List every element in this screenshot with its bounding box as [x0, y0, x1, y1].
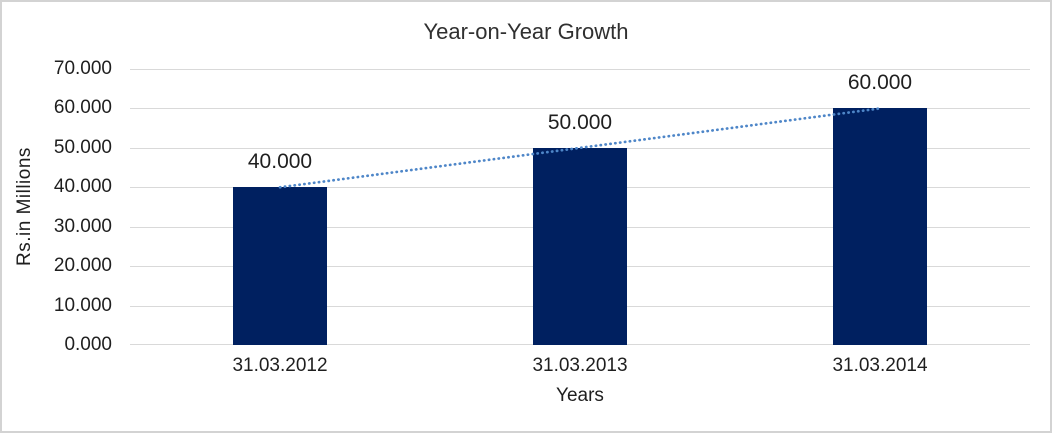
plot-area: 40.000 50.000 60.000 [130, 69, 1030, 345]
bar-slot: 60.000 [730, 69, 1030, 345]
y-tick-label: 50.000 [53, 136, 112, 158]
x-axis-title: Years [556, 385, 604, 406]
y-tick-label: 30.000 [53, 215, 112, 237]
bar-value-label: 50.000 [547, 110, 613, 134]
x-tick-label: 31.03.2014 [832, 355, 928, 376]
y-tick-label: 40.000 [53, 176, 112, 198]
bar-value-label: 40.000 [247, 150, 313, 174]
x-tick-label: 31.03.2012 [232, 355, 328, 376]
y-tick-label: 10.000 [53, 294, 112, 316]
bar-slot: 50.000 [430, 69, 730, 345]
y-tick-label: 20.000 [53, 255, 112, 277]
y-axis: 70.000 60.000 50.000 40.000 30.000 20.00… [2, 58, 112, 355]
y-tick-label: 60.000 [53, 97, 112, 119]
x-tick-label: 31.03.2013 [532, 355, 628, 376]
bar [533, 147, 627, 345]
x-axis: 31.03.2012 31.03.2013 31.03.2014 [130, 355, 1030, 379]
y-tick-label: 0.000 [64, 334, 112, 355]
chart-title: Year-on-Year Growth [423, 19, 629, 44]
y-tick-label: 70.000 [53, 58, 112, 79]
bar-value-label: 60.000 [847, 71, 913, 95]
bar [833, 108, 927, 345]
bar [233, 187, 327, 345]
bar-slot: 40.000 [130, 69, 430, 345]
gridline [130, 69, 1030, 70]
